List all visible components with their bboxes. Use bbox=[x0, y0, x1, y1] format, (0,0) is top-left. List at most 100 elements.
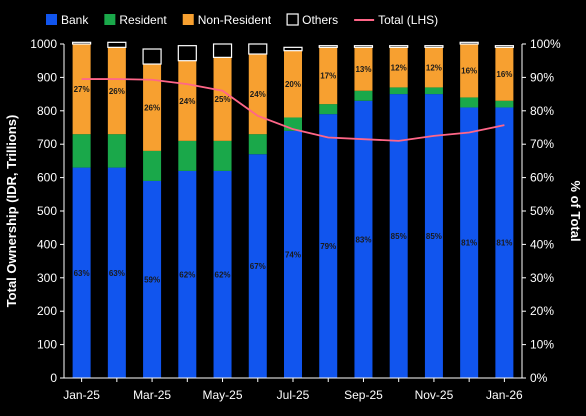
bar-bank bbox=[495, 107, 514, 379]
right-tick-label: 70% bbox=[530, 137, 554, 151]
data-label-bank: 81% bbox=[496, 239, 512, 248]
right-tick-label: 30% bbox=[530, 271, 554, 285]
bar-bank bbox=[143, 180, 162, 378]
legend-label: Resident bbox=[119, 13, 167, 27]
data-label-non-resident: 16% bbox=[461, 67, 477, 76]
bar-bank bbox=[389, 94, 408, 378]
plot-area: 63% 27% 63% 26% 59% 26% 62% 24% 62% 25% 67% 24% 74% 2… bbox=[72, 41, 514, 379]
legend-item-others: Others bbox=[286, 13, 338, 27]
bar-non-resident bbox=[460, 44, 479, 98]
bar-others bbox=[212, 43, 233, 58]
x-tick-label: Mar-25 bbox=[133, 388, 171, 402]
bar-non-resident bbox=[107, 47, 126, 135]
data-label-bank: 63% bbox=[74, 269, 90, 278]
left-tick-label: 400 bbox=[37, 237, 57, 251]
bar-others bbox=[353, 45, 374, 48]
bar-others bbox=[177, 45, 197, 62]
bar-bank bbox=[284, 130, 302, 378]
bar-resident bbox=[424, 87, 443, 95]
bar-non-resident bbox=[248, 54, 267, 135]
right-axis: 0% 10% 20% 30% 40% 50% 60% 70% 80% 90% 100% bbox=[521, 37, 561, 385]
data-label-non-resident: 25% bbox=[215, 95, 231, 104]
bar-others bbox=[248, 43, 268, 55]
data-label-non-resident: 16% bbox=[496, 70, 512, 79]
left-tick-label: 700 bbox=[37, 137, 57, 151]
data-label-non-resident: 13% bbox=[355, 65, 371, 74]
bar-non-resident bbox=[143, 64, 162, 151]
bar-bank bbox=[107, 167, 126, 378]
data-label-non-resident: 26% bbox=[109, 87, 125, 96]
data-label-non-resident: 26% bbox=[144, 103, 160, 112]
bar-others bbox=[494, 45, 514, 48]
right-tick-label: 100% bbox=[530, 37, 561, 51]
bar-non-resident bbox=[319, 47, 338, 105]
bar-non-resident bbox=[495, 47, 514, 101]
data-label-bank: 59% bbox=[144, 275, 160, 284]
bar-non-resident bbox=[389, 47, 408, 88]
bar-non-resident bbox=[354, 47, 373, 91]
bar-others bbox=[107, 41, 127, 48]
bar-non-resident bbox=[424, 47, 443, 88]
left-tick-label: 0 bbox=[50, 371, 57, 385]
right-tick-label: 40% bbox=[530, 237, 554, 251]
bar-resident bbox=[143, 150, 162, 181]
bar-resident bbox=[460, 97, 479, 108]
data-label-non-resident: 27% bbox=[74, 85, 90, 94]
legend-label: Others bbox=[302, 13, 338, 27]
data-label-non-resident: 12% bbox=[391, 63, 407, 72]
right-tick-label: 10% bbox=[530, 338, 554, 352]
left-tick-label: 300 bbox=[37, 271, 57, 285]
bar-resident bbox=[107, 134, 126, 168]
bar-bank bbox=[178, 170, 197, 378]
bar-resident bbox=[495, 100, 514, 108]
bar-bank bbox=[424, 94, 443, 378]
left-tick-label: 500 bbox=[37, 204, 57, 218]
bar-resident bbox=[389, 87, 408, 95]
legend-item-total-lhs: Total (LHS) bbox=[354, 13, 438, 27]
x-tick-label: Jan-26 bbox=[486, 388, 523, 402]
x-tick-label: Sep-25 bbox=[344, 388, 383, 402]
data-label-non-resident: 12% bbox=[426, 63, 442, 72]
left-tick-label: 600 bbox=[37, 171, 57, 185]
data-label-non-resident: 20% bbox=[285, 80, 301, 89]
left-axis-title: Total Ownership (IDR, Trillions) bbox=[4, 115, 19, 308]
bar-non-resident bbox=[178, 60, 197, 141]
bar-resident bbox=[248, 134, 267, 155]
bar-bank bbox=[248, 154, 267, 378]
legend-label: Total (LHS) bbox=[378, 13, 438, 27]
bar-resident bbox=[354, 90, 373, 101]
data-label-bank: 62% bbox=[179, 270, 195, 279]
data-label-bank: 85% bbox=[391, 232, 407, 241]
bar-others bbox=[142, 48, 162, 65]
right-tick-label: 50% bbox=[530, 204, 554, 218]
right-tick-label: 0% bbox=[530, 371, 548, 385]
bar-non-resident bbox=[284, 50, 302, 118]
bar-others bbox=[389, 45, 409, 48]
legend: Bank Resident Non-Resident Others Total (LHS… bbox=[46, 13, 438, 27]
bar-non-resident bbox=[72, 44, 91, 135]
data-label-non-resident: 17% bbox=[320, 72, 336, 81]
bar-others bbox=[424, 45, 444, 48]
data-label-bank: 85% bbox=[426, 232, 442, 241]
bar-resident bbox=[72, 134, 91, 168]
data-label-bank: 83% bbox=[355, 235, 371, 244]
bar-non-resident bbox=[213, 57, 232, 141]
legend-item-non-resident: Non-Resident bbox=[182, 13, 272, 27]
bar-resident bbox=[178, 140, 197, 171]
left-tick-label: 800 bbox=[37, 104, 57, 118]
left-tick-label: 100 bbox=[37, 338, 57, 352]
right-tick-label: 90% bbox=[530, 70, 554, 84]
bar-bank bbox=[213, 170, 232, 378]
right-tick-label: 20% bbox=[530, 304, 554, 318]
x-tick-label: May-25 bbox=[203, 388, 243, 402]
legend-item-resident: Resident bbox=[104, 13, 167, 27]
x-tick-label: Jan-25 bbox=[63, 388, 100, 402]
x-axis: Jan-25 Mar-25 May-25 Jul-25 Sep-25 Nov-25 Jan-… bbox=[63, 377, 523, 402]
data-label-bank: 67% bbox=[250, 262, 266, 271]
bar-others bbox=[283, 46, 303, 52]
bar-others bbox=[72, 41, 92, 45]
bar-resident bbox=[319, 104, 338, 115]
bar-bank bbox=[72, 167, 91, 378]
bar-others bbox=[459, 41, 479, 45]
